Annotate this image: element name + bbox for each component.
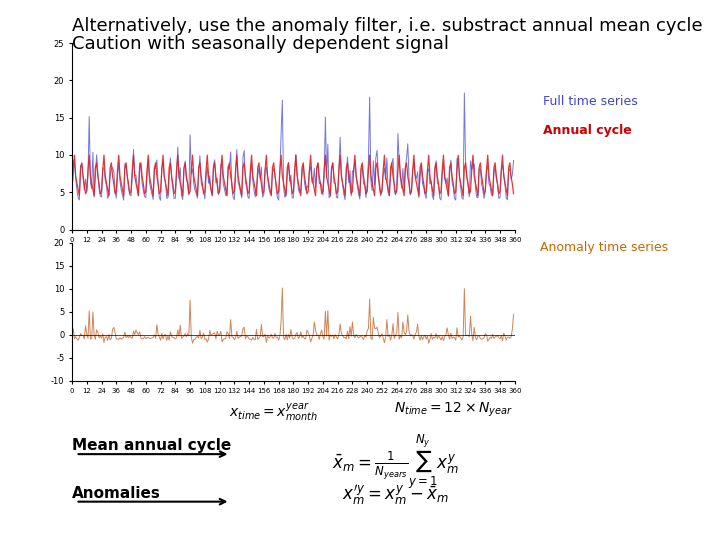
Text: Annual cycle: Annual cycle	[544, 124, 632, 137]
Text: $\bar{x}_m = \frac{1}{N_{years}} \sum_{y=1}^{N_y} x_m^y$: $\bar{x}_m = \frac{1}{N_{years}} \sum_{y…	[333, 432, 459, 491]
Text: Anomaly time series: Anomaly time series	[540, 240, 668, 254]
Text: Caution with seasonally dependent signal: Caution with seasonally dependent signal	[72, 35, 449, 53]
Text: $x_m^{\prime y} = x_m^y - \bar{x}_m$: $x_m^{\prime y} = x_m^y - \bar{x}_m$	[343, 483, 449, 507]
Text: Alternatively, use the anomaly filter, i.e. substract annual mean cycle: Alternatively, use the anomaly filter, i…	[72, 17, 703, 35]
Text: Full time series: Full time series	[544, 94, 638, 107]
Text: Mean annual cycle: Mean annual cycle	[72, 438, 231, 454]
Text: Anomalies: Anomalies	[72, 486, 161, 501]
Text: $x_{time} = x_{month}^{year}$: $x_{time} = x_{month}^{year}$	[229, 401, 318, 422]
Text: $N_{time} = 12 \times N_{year}$: $N_{time} = 12 \times N_{year}$	[394, 401, 513, 419]
